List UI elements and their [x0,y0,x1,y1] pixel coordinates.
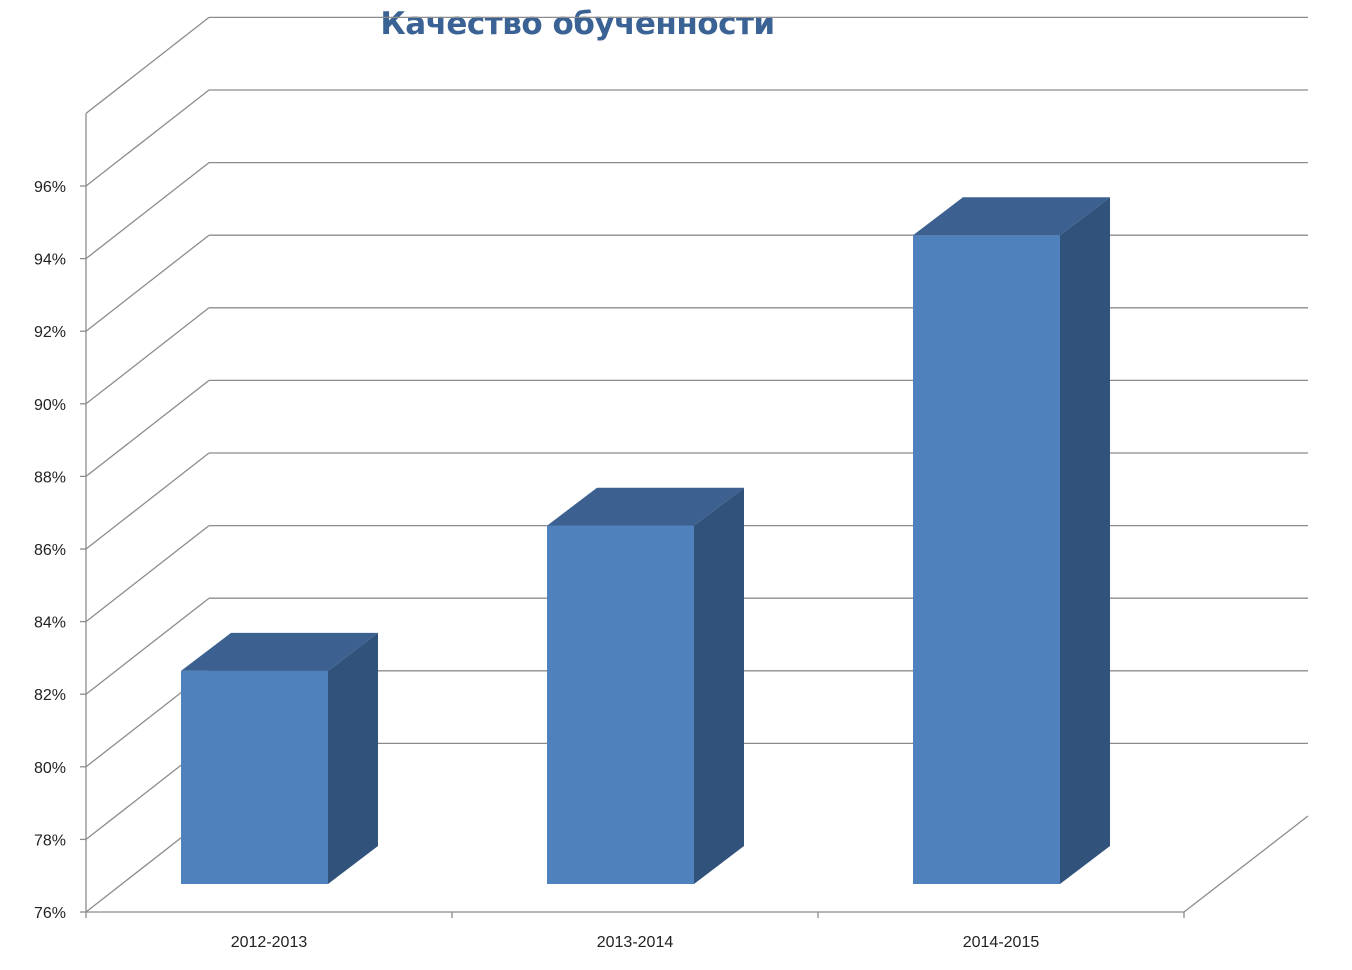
gridline-side [85,379,210,477]
gridline-side [85,597,210,695]
gridline-side [85,16,210,114]
chart-title: Качество обученности [380,6,775,42]
axes [80,113,1309,918]
gridline-side [85,89,210,187]
gridlines [85,16,1308,913]
bar-side-face [1060,197,1110,885]
y-tick-label: 94% [34,252,66,269]
gridline-side [85,452,210,550]
y-tick-label: 84% [34,615,66,632]
gridline-side [85,525,210,623]
x-tick-label: 2013-2014 [597,934,674,951]
x-tick-label: 2012-2013 [231,934,308,951]
bar-front-face [547,525,694,884]
y-tick-label: 88% [34,469,66,486]
bar-top-face [913,197,1110,236]
y-tick-label: 90% [34,397,66,414]
bar-front-face [913,235,1060,885]
gridline-side [85,162,210,260]
y-tick-label: 78% [34,832,66,849]
y-tick-label: 80% [34,760,66,777]
y-tick-label: 82% [34,687,66,704]
y-tick-label: 86% [34,542,66,559]
floor-right-edge [1183,815,1309,913]
x-tick-label: 2014-2015 [963,934,1040,951]
bar-top-face [547,487,744,526]
y-tick-label: 92% [34,324,66,341]
gridline-side [85,307,210,405]
y-tick-labels: 76% 78% 80% 82% 84% 86% 88% 90% 92% 94% 96% [34,179,66,922]
bar-front-face [181,670,328,884]
bar-side-face [694,487,744,884]
x-tick-labels: 2012-2013 2013-2014 2014-2015 [231,934,1040,951]
gridline-side [85,234,210,332]
y-tick-label: 96% [34,179,66,196]
bar-2013-2014 [547,487,744,884]
bar-top-face [181,632,378,671]
bar-side-face [328,632,378,884]
bar-2012-2013 [181,632,378,884]
y-tick-label: 76% [34,905,66,922]
bar-2014-2015 [913,197,1110,885]
bars [181,197,1110,885]
